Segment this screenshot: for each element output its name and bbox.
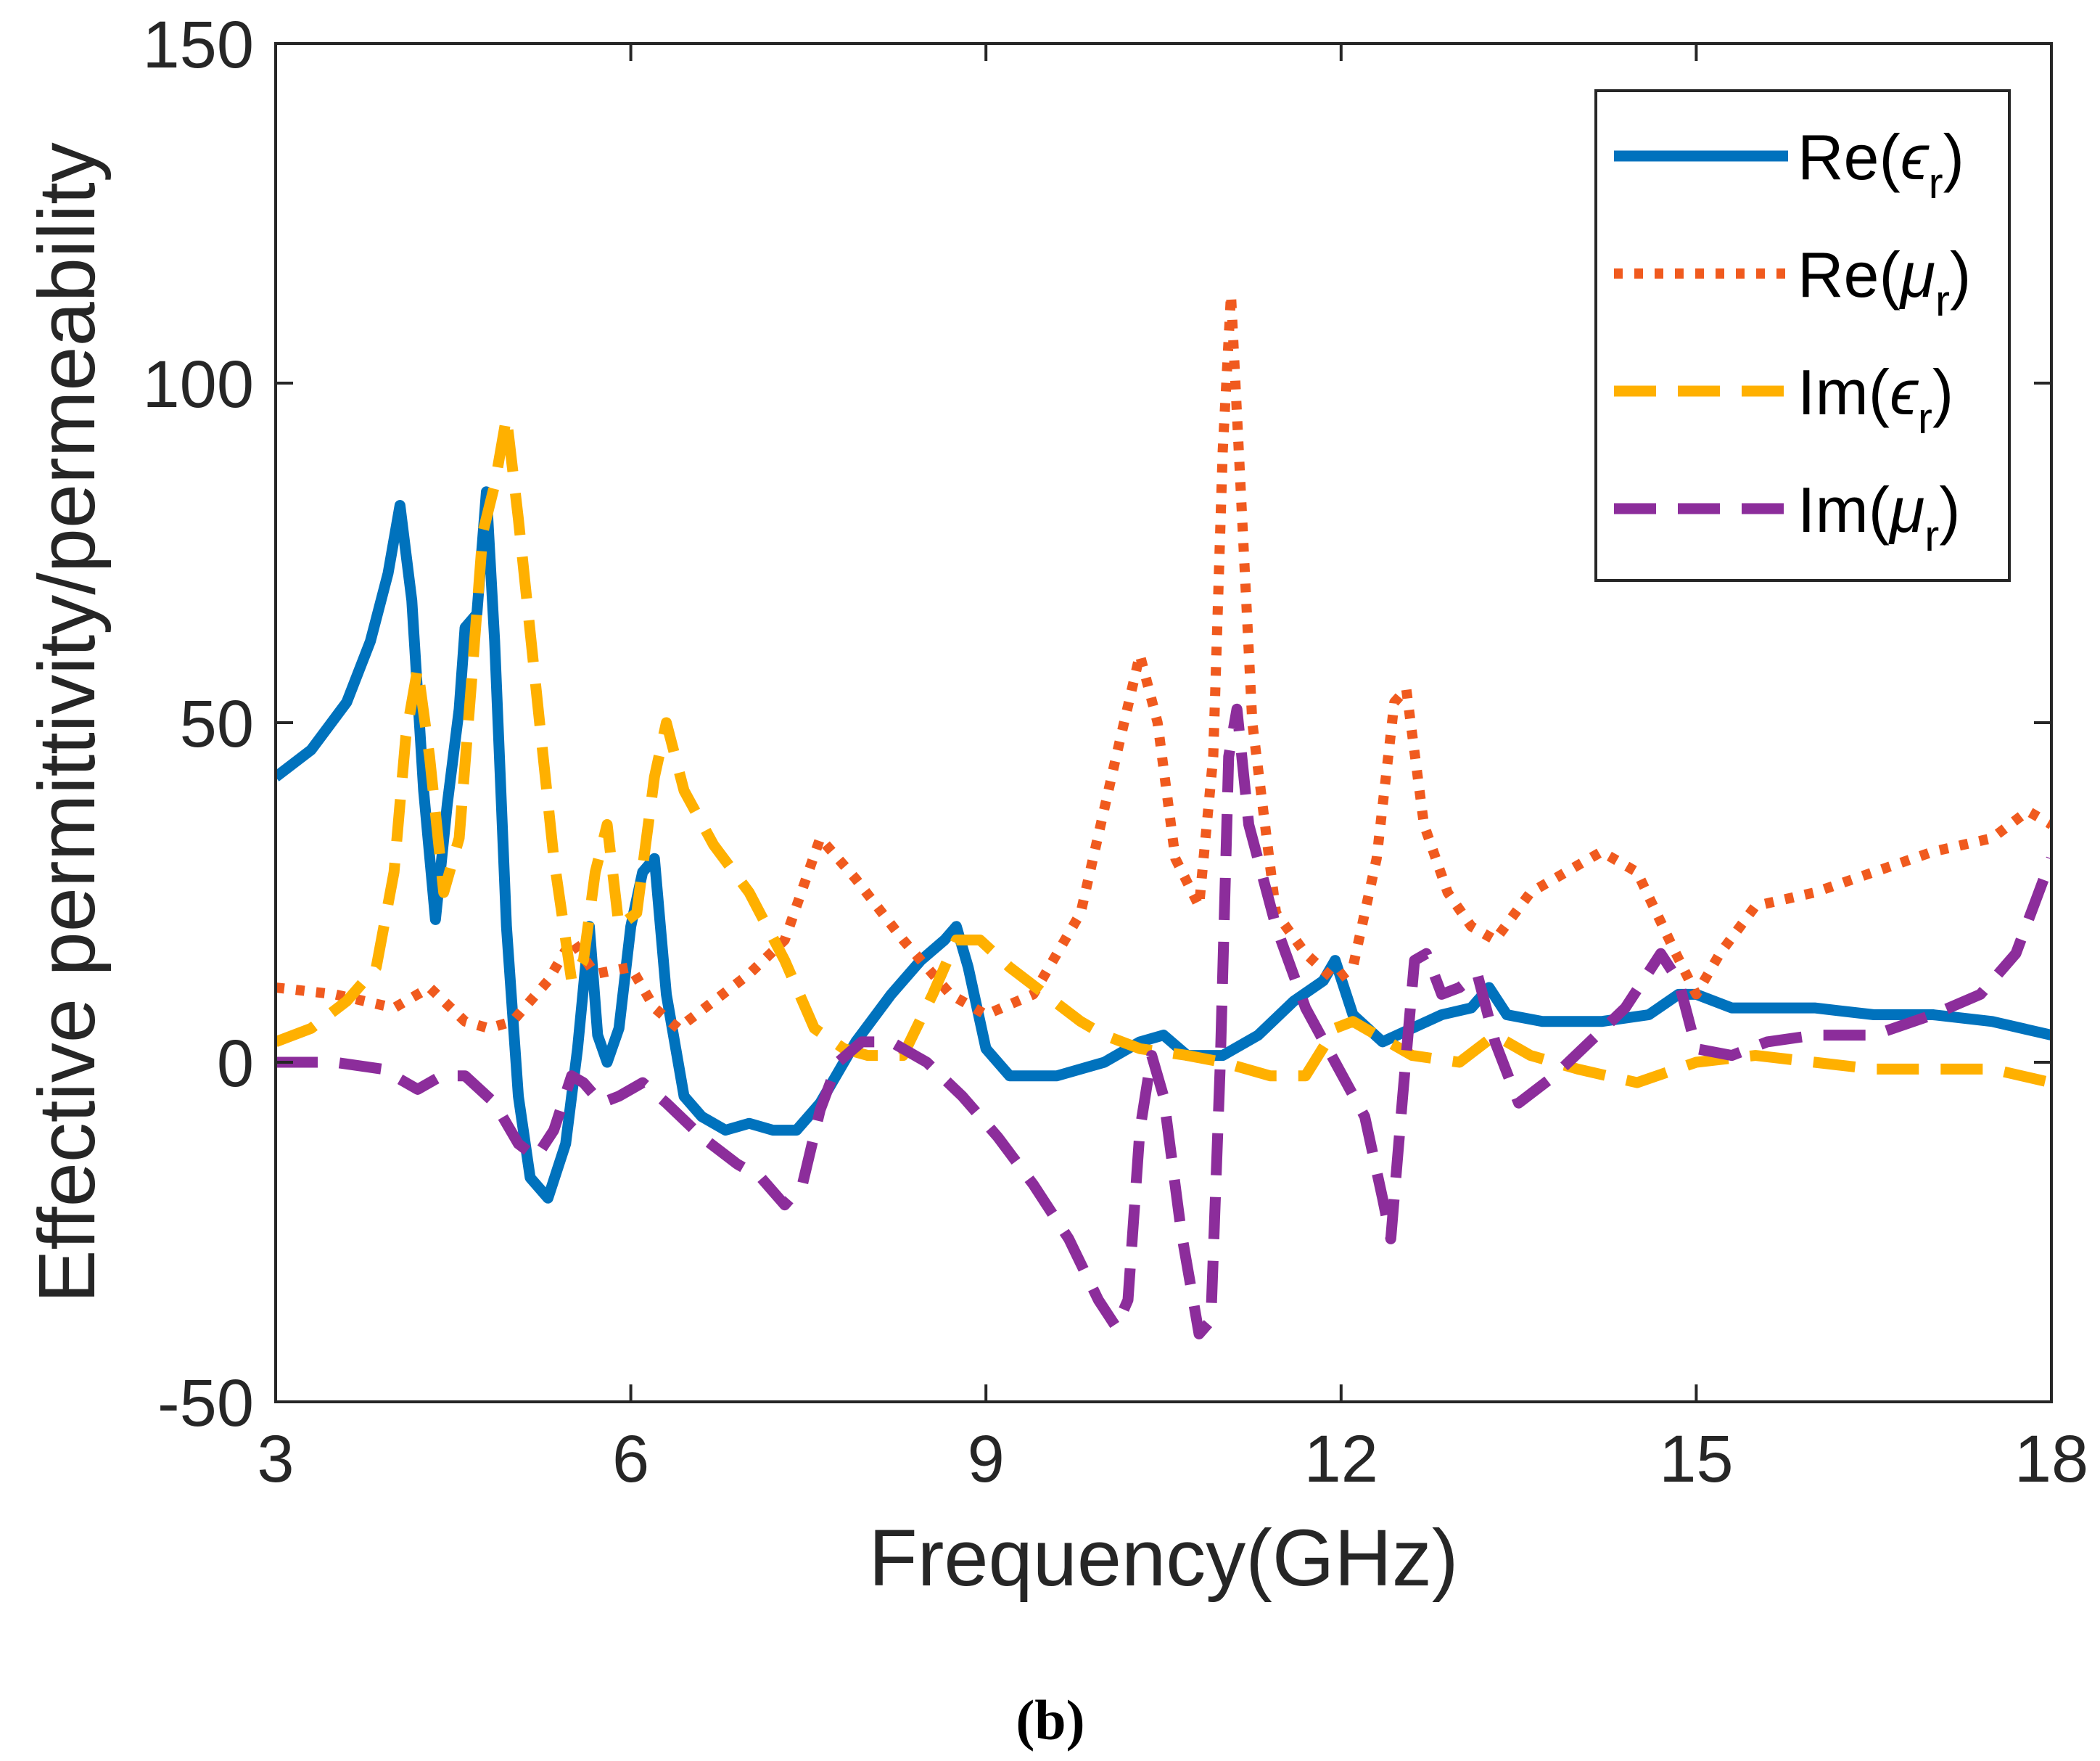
y-tick-label: 100 [143,348,255,422]
x-tick-label: 3 [257,1422,294,1496]
y-axis-title: Effective permittivity/permeability [22,142,112,1303]
y-tick-label: 50 [180,687,254,761]
y-tick-label: -50 [157,1366,254,1440]
y-tick-label: 150 [143,8,255,82]
x-tick-label: 9 [968,1422,1005,1496]
series-layer [276,290,2051,1339]
ticks-layer: 3 6 9 12 15 18 -50 0 50 100 150 [143,8,2089,1496]
legend: Re(ϵr) Re(μr) Im(ϵr) Im(μr) [1594,89,2011,582]
x-tick-label: 6 [612,1422,649,1496]
legend-label-3: Im(ϵr) [1798,356,1953,443]
y-tick-label: 0 [217,1027,254,1101]
x-tick-label: 12 [1304,1422,1378,1496]
legend-label-2: Re(μr) [1798,239,1971,325]
x-tick-label: 15 [1659,1422,1733,1496]
series-line-3 [276,411,2051,1088]
legend-items: Re(ϵr) Re(μr) Im(ϵr) Im(μr) [1614,121,1971,560]
x-tick-label: 18 [2014,1422,2088,1496]
legend-box [1594,89,2011,582]
legend-label-1: Re(ϵr) [1798,121,1964,208]
plot-frame [274,42,2053,1403]
figure-caption: (b) [1016,1688,1084,1752]
legend-label-4: Im(μr) [1798,474,1961,560]
x-axis-title: Frequency(GHz) [869,1514,1459,1603]
